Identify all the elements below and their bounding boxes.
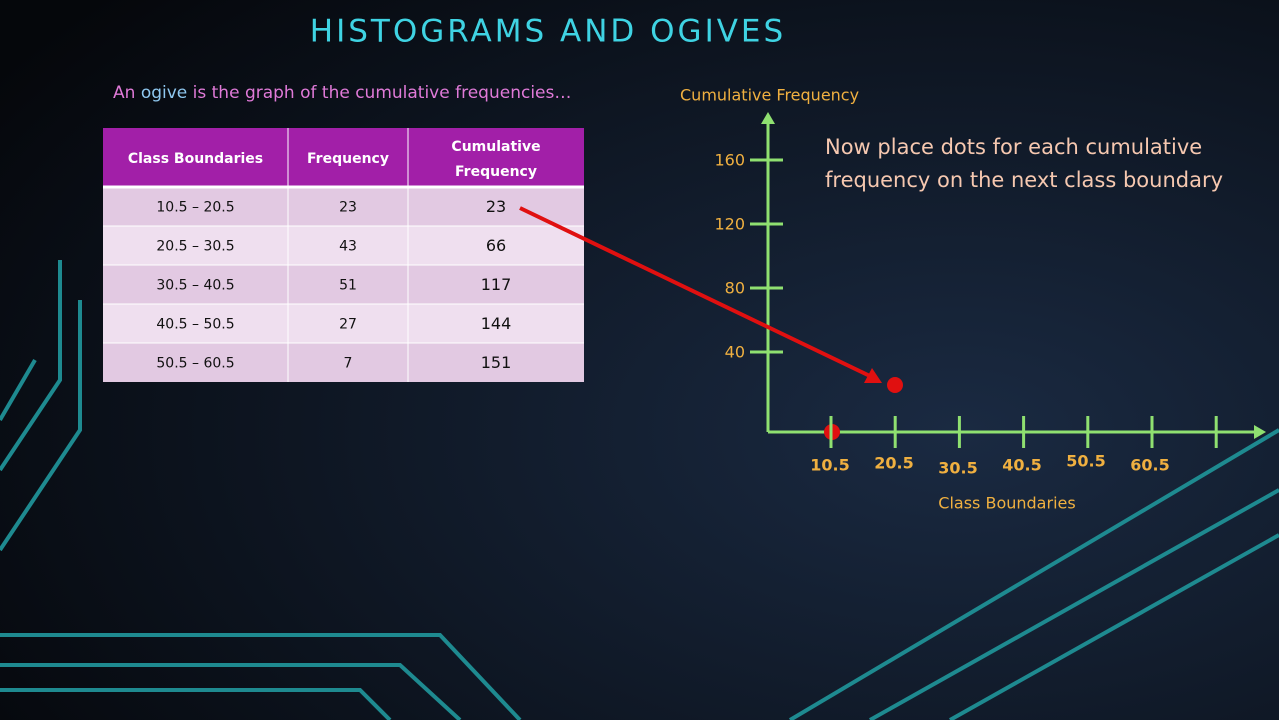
y-tick-label: 120	[714, 215, 745, 234]
decor-lines	[0, 260, 1279, 720]
arrow	[519, 206, 873, 379]
column-header: Cumulative Frequency	[451, 139, 540, 180]
x-tick-label: 20.5	[874, 454, 913, 473]
x-tick-label: 10.5	[810, 456, 849, 475]
table-cell: 23	[339, 200, 357, 216]
table-cell: 151	[481, 353, 512, 372]
table-cell: 51	[339, 278, 357, 294]
table-cell: 7	[344, 356, 353, 372]
table-row-bg	[103, 226, 584, 265]
column-header: Class Boundaries	[128, 151, 263, 167]
x-tick-label: 40.5	[1002, 456, 1041, 475]
arrowhead	[1254, 425, 1266, 439]
column-header-line: Cumulative	[451, 139, 540, 155]
x-tick-label: 60.5	[1130, 456, 1169, 475]
column-header-line: Frequency	[455, 164, 537, 180]
x-tick-label: 30.5	[938, 459, 977, 478]
note: Now place dots for each cumulative	[825, 135, 1202, 159]
y-axis-title: Cumulative Frequency	[680, 86, 859, 105]
table-cell: 30.5 – 40.5	[156, 278, 234, 294]
intro-term: ogive	[141, 83, 187, 103]
table-cell: 23	[486, 197, 506, 216]
table-cell: 40.5 – 50.5	[156, 317, 234, 333]
arrowhead	[761, 112, 775, 124]
table-row-bg	[103, 304, 584, 343]
table-cell: 144	[481, 314, 512, 333]
table-cell: 50.5 – 60.5	[156, 356, 234, 372]
table-cell: 27	[339, 317, 357, 333]
x-tick-label: 50.5	[1066, 452, 1105, 471]
y-tick-label: 80	[725, 279, 745, 298]
column-header: Frequency	[307, 151, 389, 167]
dot	[887, 377, 903, 393]
axes	[761, 112, 1266, 439]
table: Class Boundaries Frequency Cumulative Frequ…	[103, 128, 584, 382]
y-tick-label: 160	[714, 151, 745, 170]
intro-text: An	[113, 83, 141, 103]
y-tick-label: 40	[725, 343, 745, 362]
intro-text: is the graph of the cumulative frequenci…	[187, 83, 571, 103]
x-axis-title: Class Boundaries	[938, 494, 1075, 513]
table-row-bg	[103, 187, 584, 226]
table-header-bg	[103, 128, 584, 187]
title: HISTOGRAMS AND OGIVES	[310, 14, 786, 50]
intro: An ogive is the graph of the cumulative …	[113, 83, 571, 103]
arrowhead	[864, 368, 882, 383]
table-cell: 66	[486, 236, 506, 255]
table-cell: 43	[339, 239, 357, 255]
table-cell: 10.5 – 20.5	[156, 200, 234, 216]
table-cell: 20.5 – 30.5	[156, 239, 234, 255]
table-cell: 117	[481, 275, 512, 294]
note: frequency on the next class boundary	[825, 168, 1223, 192]
table-row-bg	[103, 343, 584, 382]
table-row-bg	[103, 265, 584, 304]
graph: Cumulative Frequency Class Boundaries No…	[519, 86, 1266, 513]
